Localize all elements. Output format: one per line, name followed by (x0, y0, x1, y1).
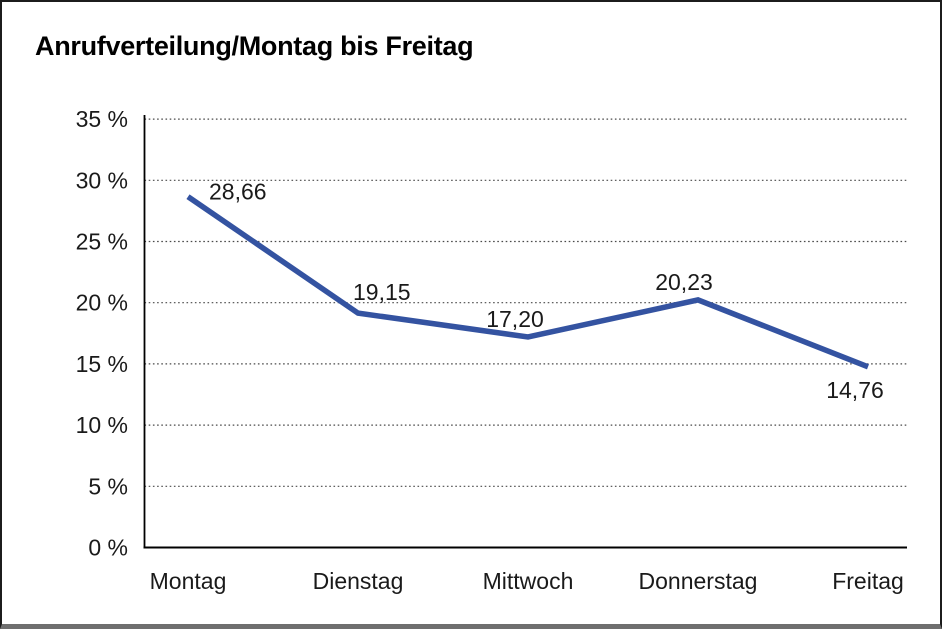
x-tick-label: Donnerstag (639, 568, 758, 594)
y-tick-label: 5 % (88, 473, 128, 499)
y-tick-label: 35 % (76, 106, 128, 132)
data-point-label: 17,20 (486, 306, 544, 332)
y-tick-label: 25 % (76, 229, 128, 255)
y-tick-label: 0 % (88, 535, 128, 561)
data-point-label: 14,76 (826, 377, 884, 403)
x-tick-label: Dienstag (313, 568, 404, 594)
y-tick-label: 15 % (76, 351, 128, 377)
y-tick-label: 10 % (76, 412, 128, 438)
x-tick-label: Freitag (832, 568, 904, 594)
data-point-label: 28,66 (209, 179, 267, 205)
x-tick-label: Mittwoch (483, 568, 574, 594)
y-tick-label: 20 % (76, 290, 128, 316)
y-tick-label: 30 % (76, 167, 128, 193)
data-point-label: 19,15 (353, 279, 411, 305)
chart-title: Anrufverteilung/Montag bis Freitag (35, 31, 474, 61)
data-point-label: 20,23 (655, 269, 713, 295)
x-tick-label: Montag (150, 568, 227, 594)
data-line (186, 194, 870, 370)
